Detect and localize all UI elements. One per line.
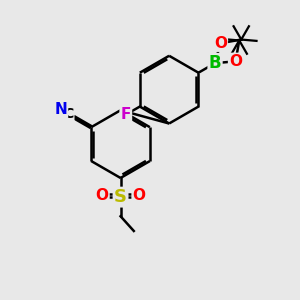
Text: F: F <box>121 107 131 122</box>
Text: C: C <box>63 107 74 121</box>
Text: O: O <box>229 54 242 69</box>
Text: S: S <box>114 188 127 206</box>
Text: O: O <box>95 188 109 203</box>
Text: B: B <box>209 54 221 72</box>
Text: N: N <box>54 102 67 117</box>
Text: O: O <box>214 36 227 51</box>
Text: O: O <box>133 188 146 203</box>
